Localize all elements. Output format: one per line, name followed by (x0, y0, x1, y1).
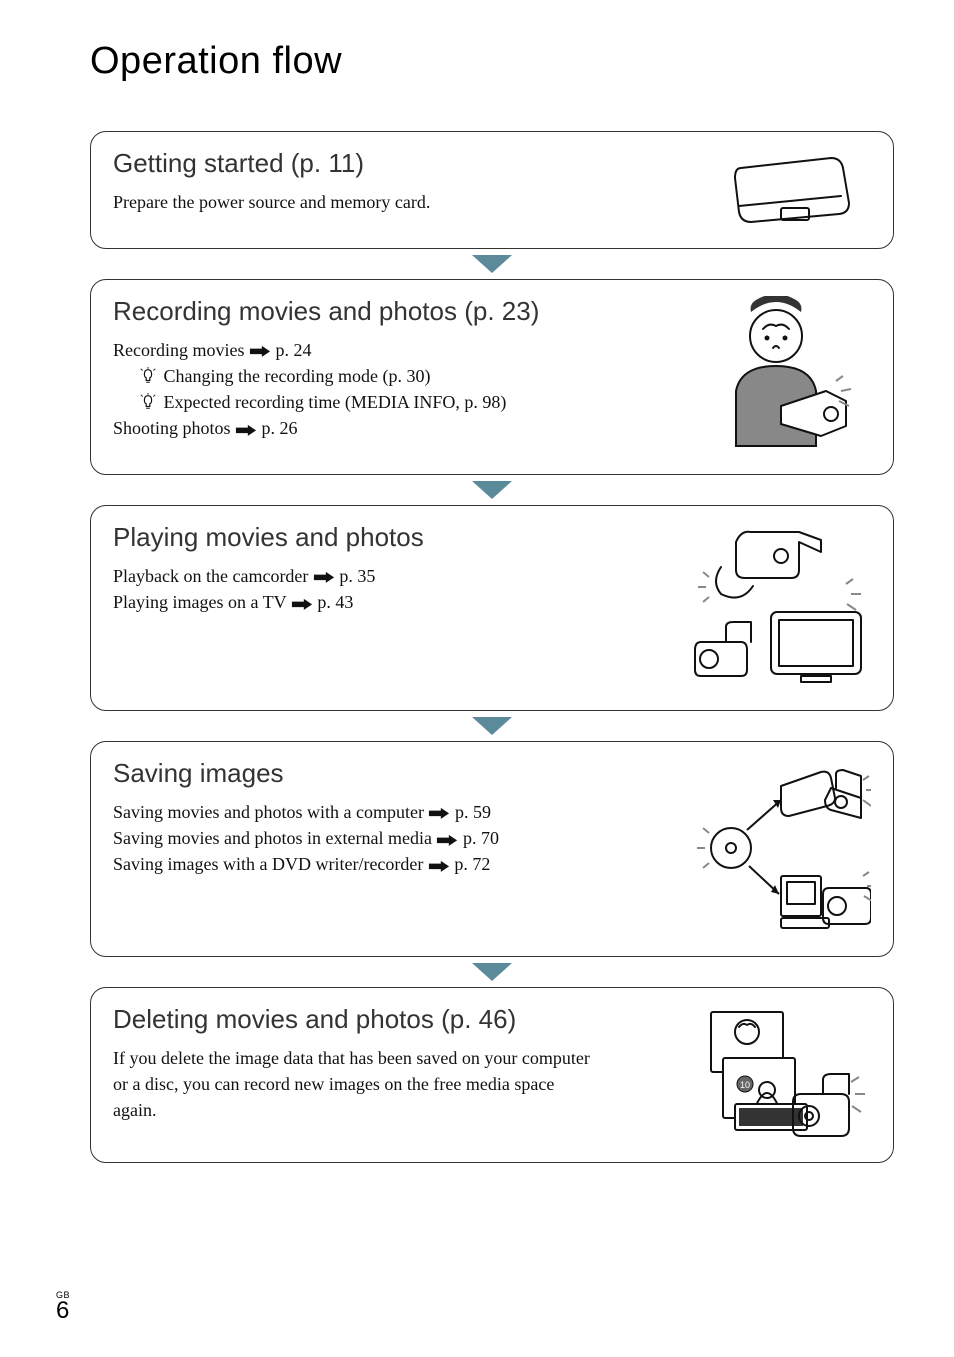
down-arrow-icon (470, 479, 514, 501)
section-illustration (681, 522, 871, 692)
down-arrow-icon (470, 253, 514, 275)
section-title: Recording movies and photos (p. 23) (113, 296, 669, 327)
flow-section: Getting started (p. 11) Prepare the power… (90, 131, 894, 249)
section-illustration (681, 758, 871, 938)
flow-section: Saving images Saving movies and photos wi… (90, 741, 894, 957)
section-title: Getting started (p. 11) (113, 148, 669, 179)
arrow-right-icon (249, 345, 271, 358)
body-line: Shooting photos p. 26 (113, 415, 669, 441)
body-line: Playback on the camcorder p. 35 (113, 563, 669, 589)
svg-text:10: 10 (740, 1080, 750, 1090)
section-illustration (681, 296, 871, 456)
page-number: 6 (56, 1297, 69, 1324)
body-line: Playing images on a TV p. 43 (113, 589, 669, 615)
section-body: Recording movies p. 24 Changing the reco… (113, 337, 669, 441)
hint-icon (139, 393, 157, 411)
section-title: Playing movies and photos (113, 522, 669, 553)
flow-section: Playing movies and photos Playback on the… (90, 505, 894, 711)
body-line: Saving images with a DVD writer/recorder… (113, 851, 669, 877)
body-line: Expected recording time (MEDIA INFO, p. … (113, 389, 669, 415)
page-title: Operation flow (90, 40, 894, 83)
body-line: Saving movies and photos with a computer… (113, 799, 669, 825)
down-arrow-icon (470, 715, 514, 737)
down-arrow-icon (470, 961, 514, 983)
body-line: Changing the recording mode (p. 30) (113, 363, 669, 389)
section-body: If you delete the image data that has be… (113, 1045, 593, 1123)
arrow-right-icon (235, 424, 257, 437)
arrow-right-icon (428, 807, 450, 820)
section-illustration (681, 148, 871, 230)
section-body: Playback on the camcorder p. 35Playing i… (113, 563, 669, 615)
arrow-right-icon (291, 598, 313, 611)
sections-container: Getting started (p. 11) Prepare the power… (90, 131, 894, 1163)
page-footer: GB 6 (56, 1290, 70, 1323)
section-body: Prepare the power source and memory card… (113, 189, 669, 215)
body-line: Prepare the power source and memory card… (113, 189, 669, 215)
hint-icon (139, 367, 157, 385)
body-line: If you delete the image data that has be… (113, 1045, 593, 1123)
arrow-right-icon (436, 834, 458, 847)
arrow-right-icon (428, 860, 450, 873)
section-body: Saving movies and photos with a computer… (113, 799, 669, 877)
body-line: Recording movies p. 24 (113, 337, 669, 363)
body-line: Saving movies and photos in external med… (113, 825, 669, 851)
section-title: Saving images (113, 758, 669, 789)
arrow-right-icon (313, 571, 335, 584)
section-title: Deleting movies and photos (p. 46) (113, 1004, 593, 1035)
flow-section: Recording movies and photos (p. 23) Recor… (90, 279, 894, 475)
section-illustration: 10 (681, 1004, 871, 1144)
flow-section: Deleting movies and photos (p. 46) If you… (90, 987, 894, 1163)
